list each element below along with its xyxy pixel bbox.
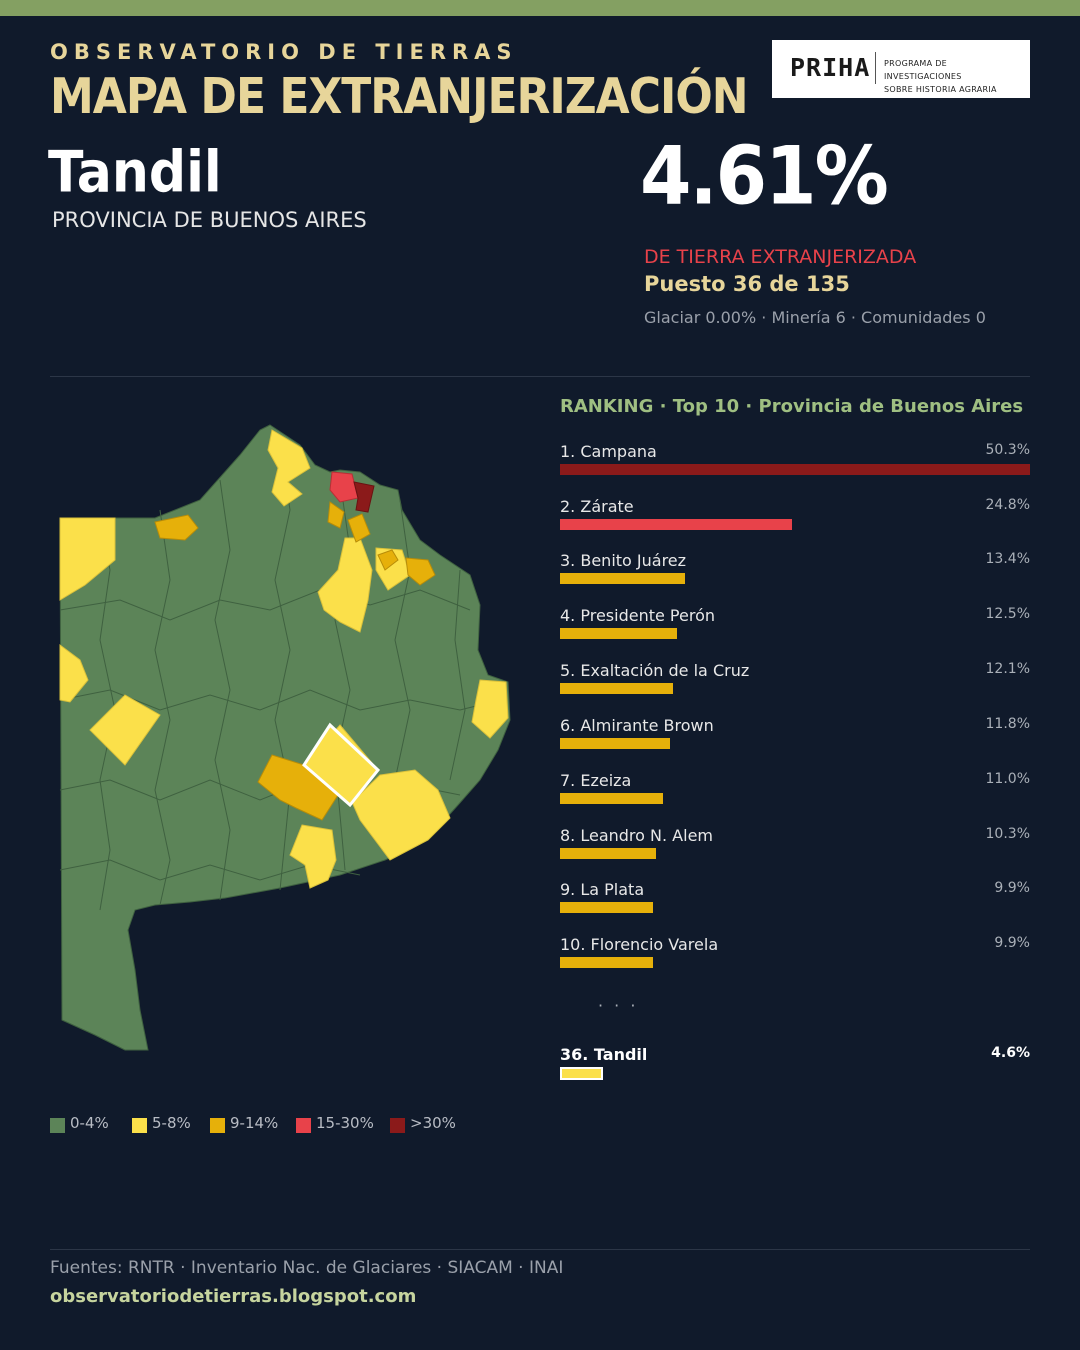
map-tandil-highlight xyxy=(302,722,381,808)
ranking-row-bar xyxy=(560,683,673,694)
ranking-row-value: 24.8% xyxy=(985,497,1030,513)
map-svg xyxy=(59,424,511,1051)
website-link[interactable]: observatoriodetierras.blogspot.com xyxy=(50,1286,417,1307)
ranking-row-selected: 36. Tandil 4.6% xyxy=(560,1045,1030,1095)
legend-label: 15-30% xyxy=(316,1114,374,1132)
ranking-row-label: 6. Almirante Brown xyxy=(560,716,714,735)
kicker-label: OBSERVATORIO DE TIERRAS xyxy=(50,40,518,64)
ranking-row-label: 5. Exaltación de la Cruz xyxy=(560,661,750,680)
ranking-ellipsis: · · · xyxy=(598,996,639,1015)
ranking-row-value: 50.3% xyxy=(985,442,1030,458)
ranking-row-bar xyxy=(560,464,1030,475)
ranking-row-value: 9.9% xyxy=(994,880,1030,896)
map-band-9-14 xyxy=(154,501,436,821)
logo-subtitle: PROGRAMA DE INVESTIGACIONES SOBRE HISTOR… xyxy=(884,57,1024,96)
logo-divider xyxy=(875,52,876,84)
legend-swatch xyxy=(210,1118,225,1133)
legend-swatch xyxy=(50,1118,65,1133)
legend-label: 5-8% xyxy=(152,1114,191,1132)
page-title: MAPA DE EXTRANJERIZACIÓN xyxy=(50,68,749,126)
rank-position: Puesto 36 de 135 xyxy=(644,272,850,296)
ranking-row: 5. Exaltación de la Cruz 12.1% xyxy=(560,661,1030,711)
divider-bottom xyxy=(50,1249,1030,1250)
ranking-selected-bar xyxy=(560,1067,603,1080)
ranking-row-label: 1. Campana xyxy=(560,442,657,461)
province-name: PROVINCIA DE BUENOS AIRES xyxy=(52,208,367,232)
ranking-row-label: 8. Leandro N. Alem xyxy=(560,826,713,845)
ranking-row-value: 10.3% xyxy=(985,826,1030,842)
logo-wordmark: PRIHA xyxy=(790,53,871,82)
extra-metrics: Glaciar 0.00% · Minería 6 · Comunidades … xyxy=(644,308,986,327)
ranking-row: 7. Ezeiza 11.0% xyxy=(560,771,1030,821)
ranking-selected-label: 36. Tandil xyxy=(560,1045,648,1064)
legend-label: >30% xyxy=(410,1114,456,1132)
ranking-row-label: 3. Benito Juárez xyxy=(560,551,687,570)
ranking-row-label: 10. Florencio Varela xyxy=(560,935,719,954)
ranking-selected-value: 4.6% xyxy=(991,1045,1030,1061)
foreign-land-label: DE TIERRA EXTRANJERIZADA xyxy=(644,246,917,268)
ranking-row-value: 9.9% xyxy=(994,935,1030,951)
ranking-row: 9. La Plata 9.9% xyxy=(560,880,1030,930)
legend-swatch xyxy=(390,1118,405,1133)
ranking-row-value: 13.4% xyxy=(985,551,1030,567)
ranking-row-label: 4. Presidente Perón xyxy=(560,606,715,625)
ranking-row-bar xyxy=(560,628,677,639)
ranking-row-bar xyxy=(560,738,670,749)
legend-label: 0-4% xyxy=(70,1114,109,1132)
ranking-row: 4. Presidente Perón 12.5% xyxy=(560,606,1030,656)
sources-text: Fuentes: RNTR · Inventario Nac. de Glaci… xyxy=(50,1258,564,1278)
ranking-row: 6. Almirante Brown 11.8% xyxy=(560,716,1030,766)
ranking-row: 2. Zárate 24.8% xyxy=(560,497,1030,547)
legend-label: 9-14% xyxy=(230,1114,279,1132)
top-accent-bar xyxy=(0,0,1080,16)
logo-subtitle-line-1: PROGRAMA DE INVESTIGACIONES xyxy=(884,59,962,81)
legend-swatch xyxy=(132,1118,147,1133)
ranking-row-label: 7. Ezeiza xyxy=(560,771,632,790)
map-band-over-30 xyxy=(353,481,375,513)
ranking-row-value: 11.0% xyxy=(985,771,1030,787)
map-band-15-30 xyxy=(329,471,359,503)
ranking-row-label: 2. Zárate xyxy=(560,497,634,516)
ranking-row-bar xyxy=(560,848,656,859)
ranking-row-value: 12.5% xyxy=(985,606,1030,622)
ranking-row-value: 11.8% xyxy=(985,716,1030,732)
province-map xyxy=(40,410,530,1090)
ranking-row-bar xyxy=(560,573,685,584)
priha-logo: PRIHA PROGRAMA DE INVESTIGACIONES SOBRE … xyxy=(772,40,1030,98)
logo-subtitle-line-2: SOBRE HISTORIA AGRARIA xyxy=(884,85,997,94)
ranking-row: 10. Florencio Varela 9.9% xyxy=(560,935,1030,985)
ranking-row: 1. Campana 50.3% xyxy=(560,442,1030,492)
ranking-row: 3. Benito Juárez 13.4% xyxy=(560,551,1030,601)
ranking-row-bar xyxy=(560,793,663,804)
ranking-row-bar xyxy=(560,519,792,530)
ranking-row-bar xyxy=(560,902,653,913)
divider-top xyxy=(50,376,1030,377)
ranking-row-value: 12.1% xyxy=(985,661,1030,677)
legend-swatch xyxy=(296,1118,311,1133)
ranking-row-bar xyxy=(560,957,653,968)
ranking-row: 8. Leandro N. Alem 10.3% xyxy=(560,826,1030,876)
ranking-title: RANKING · Top 10 · Provincia de Buenos A… xyxy=(560,396,1024,417)
municipality-name: Tandil xyxy=(48,140,222,206)
foreign-land-percent: 4.61% xyxy=(640,130,889,223)
ranking-row-label: 9. La Plata xyxy=(560,880,645,899)
